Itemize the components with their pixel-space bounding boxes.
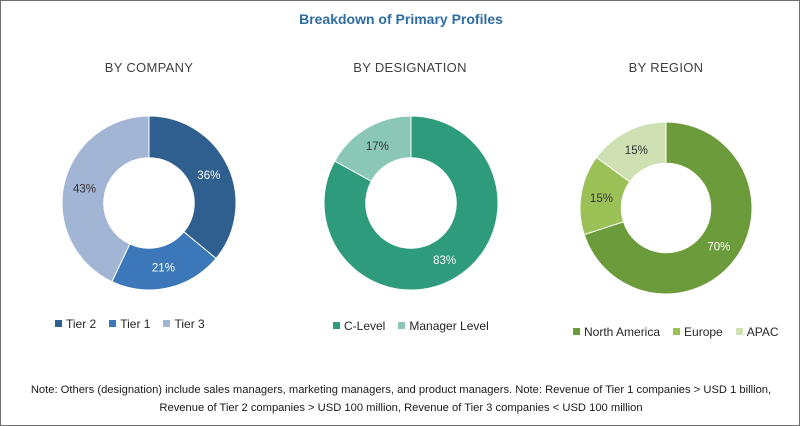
legend-label: APAC: [746, 325, 779, 339]
data-label-apac: 15%: [625, 145, 648, 157]
legend-item-tier-2: Tier 2: [55, 317, 96, 331]
slice-north-america: [583, 121, 753, 295]
slice-tier-2: [148, 115, 237, 260]
slice-c-level: [323, 115, 499, 291]
legend-label: Europe: [684, 325, 723, 339]
footnote: Note: Others (designation) include sales…: [30, 384, 772, 414]
legend-item-apac: APAC: [735, 325, 779, 339]
slice-manager-level: [334, 115, 412, 182]
legend-item-c-level: C-Level: [333, 319, 385, 333]
legend-swatch: [573, 328, 580, 335]
legend-by-company: Tier 2 Tier 1 Tier 3: [55, 317, 218, 331]
data-label-north-america: 70%: [707, 241, 730, 253]
subtitle-by-designation: BY DESIGNATION: [353, 60, 467, 75]
data-label-c-level: 83%: [433, 255, 456, 267]
subtitle-by-company: BY COMPANY: [104, 60, 194, 75]
legend-label: Tier 1: [120, 317, 151, 331]
data-label-tier-3: 43%: [73, 184, 96, 196]
legend-item-tier-3: Tier 3: [163, 317, 205, 331]
subtitle-by-region: BY REGION: [628, 60, 704, 75]
donut-chart-by-designation: 83% 17%: [323, 115, 499, 291]
legend-swatch: [333, 322, 340, 329]
legend-label: Manager Level: [409, 319, 489, 333]
slice-apac: [595, 121, 667, 183]
legend-item-europe: Europe: [673, 325, 723, 339]
legend-item-tier-1: Tier 1: [109, 317, 150, 331]
data-label-tier-1: 21%: [152, 263, 175, 275]
legend-item-manager-level: Manager Level: [398, 319, 489, 333]
legend-by-region: North America Europe APAC: [573, 325, 792, 339]
legend-item-north-america: North America: [573, 325, 660, 339]
data-label-tier-2: 36%: [197, 170, 220, 182]
legend-by-designation: C-Level Manager Level: [333, 319, 502, 333]
legend-swatch: [398, 322, 406, 329]
legend-label: Tier 2: [66, 317, 97, 331]
legend-label: North America: [584, 325, 661, 339]
legend-label: Tier 3: [174, 317, 205, 331]
legend-swatch: [673, 328, 681, 335]
data-label-europe: 15%: [590, 193, 613, 205]
legend-swatch: [163, 320, 171, 327]
legend-swatch: [109, 320, 117, 327]
chart-title: Breakdown of Primary Profiles: [299, 11, 503, 27]
data-label-manager-level: 17%: [366, 141, 389, 153]
legend-swatch: [735, 328, 743, 335]
legend-label: C-Level: [344, 319, 386, 333]
slice-tier-3: [61, 115, 150, 283]
donut-chart-by-region: 70% 15% 15%: [579, 121, 753, 295]
legend-swatch: [55, 320, 62, 327]
donut-chart-by-company: 36% 21% 43%: [61, 115, 237, 291]
